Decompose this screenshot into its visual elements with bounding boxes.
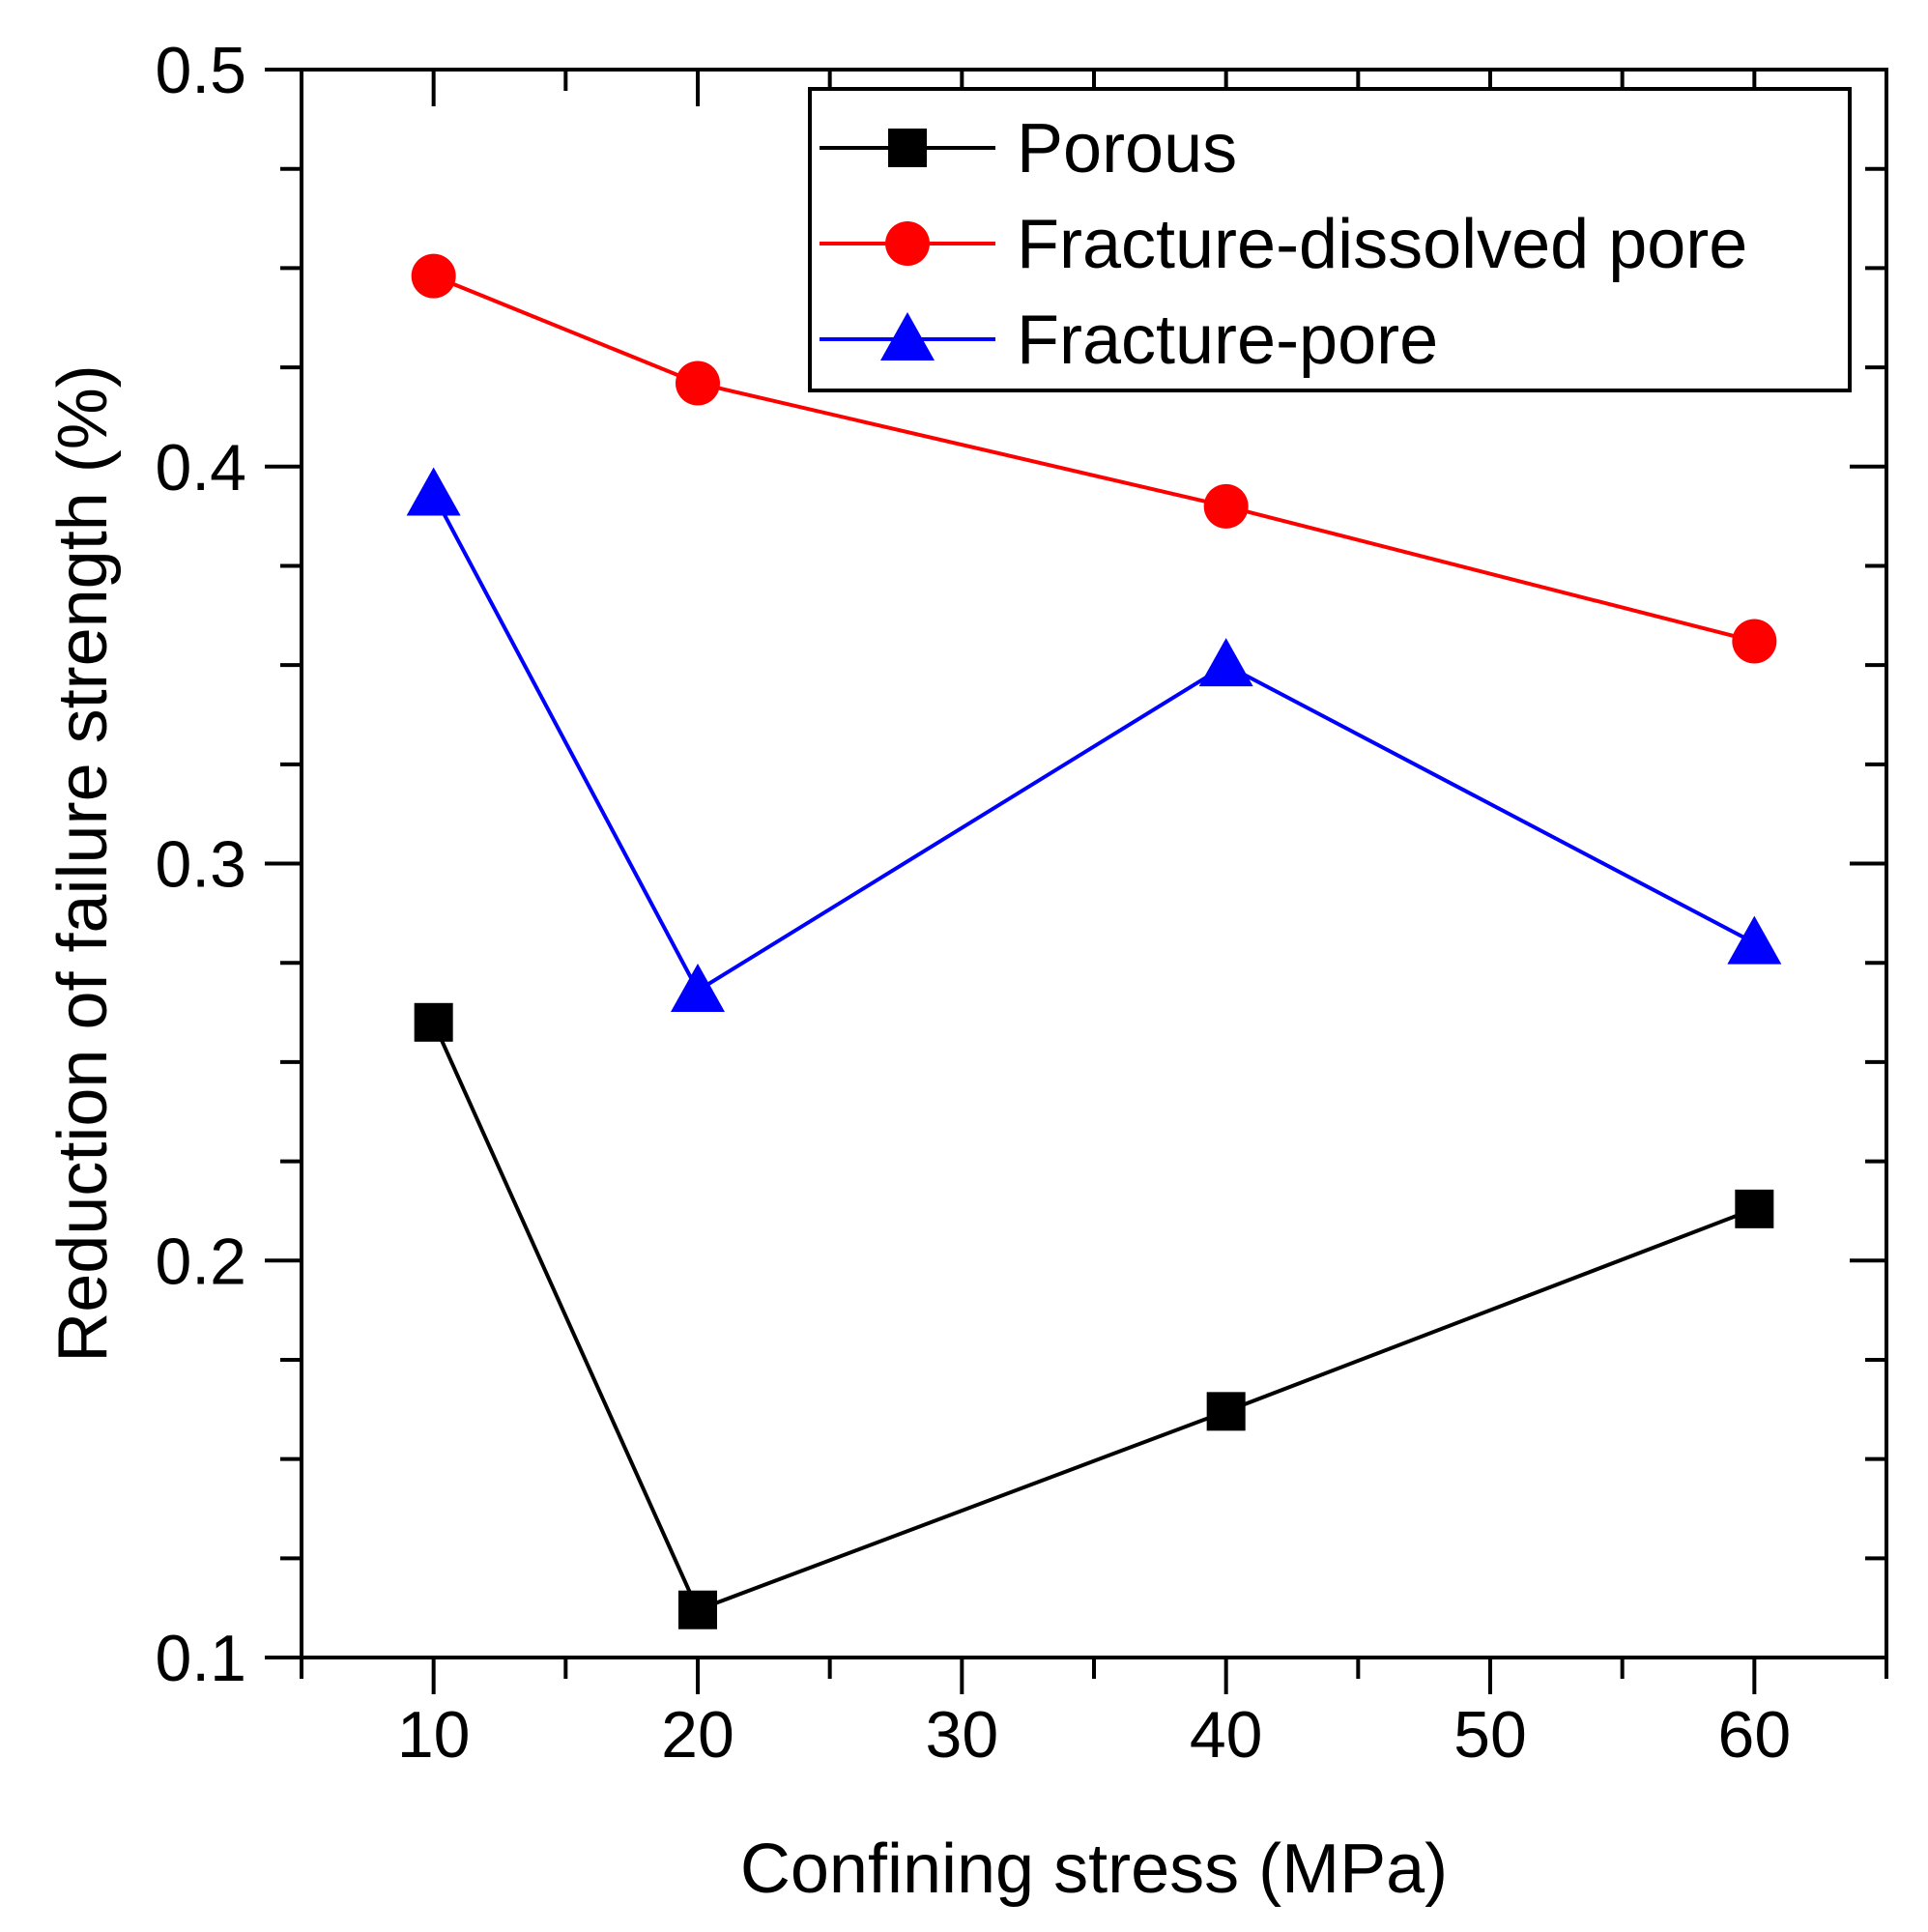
x-tick-label: 50 (1453, 1698, 1527, 1772)
y-tick-label: 0.4 (155, 431, 246, 505)
y-tick-label: 0.2 (155, 1225, 246, 1298)
data-point (676, 360, 720, 406)
data-point (1203, 483, 1249, 529)
series-porous (414, 1002, 1774, 1629)
y-tick-label: 0.5 (155, 34, 246, 107)
plot-frame (300, 68, 1888, 1659)
legend-entry: Porous (820, 110, 1237, 187)
legend-label: Fracture-dissolved pore (1017, 206, 1747, 283)
data-point (1727, 915, 1782, 965)
series-line (431, 1021, 1756, 1613)
series-line (432, 274, 1755, 644)
y-axis-label: Reduction of failure strength (%) (44, 364, 122, 1363)
legend: Porous Fracture-dissolved pore Fracture-po… (808, 87, 1852, 392)
data-point (1735, 1189, 1774, 1228)
data-point (678, 1590, 717, 1629)
tick-labels: 10 20 30 40 50 60 0.1 0.2 0.3 0.4 0.5 (155, 34, 1791, 1772)
series-fracture-dissolved-pore (411, 253, 1777, 664)
x-axis-label: Confining stress (MPa) (740, 1831, 1448, 1908)
legend-entry: Fracture-dissolved pore (820, 206, 1747, 283)
x-tick-label: 40 (1190, 1698, 1263, 1772)
series-fracture-pore (406, 467, 1782, 1012)
legend-marker (888, 129, 927, 167)
data-point (406, 467, 461, 516)
data-point (411, 253, 456, 299)
y-tick-label: 0.1 (155, 1622, 246, 1695)
data-point (1198, 638, 1253, 687)
data-point (1732, 619, 1777, 664)
legend-marker (885, 221, 930, 266)
series-line (431, 493, 1756, 994)
y-tick-label: 0.3 (155, 828, 246, 902)
data-point (414, 1002, 453, 1042)
x-tick-label: 30 (926, 1698, 999, 1772)
x-tick-label: 60 (1718, 1698, 1792, 1772)
legend-marker (880, 312, 935, 360)
x-tick-label: 10 (397, 1698, 471, 1772)
series-layer (406, 253, 1782, 1629)
legend-entry: Fracture-pore (820, 302, 1438, 379)
legend-label: Porous (1017, 110, 1237, 187)
x-tick-label: 20 (661, 1698, 734, 1772)
data-point (671, 963, 725, 1012)
data-point (1206, 1392, 1246, 1431)
legend-label: Fracture-pore (1017, 302, 1438, 379)
